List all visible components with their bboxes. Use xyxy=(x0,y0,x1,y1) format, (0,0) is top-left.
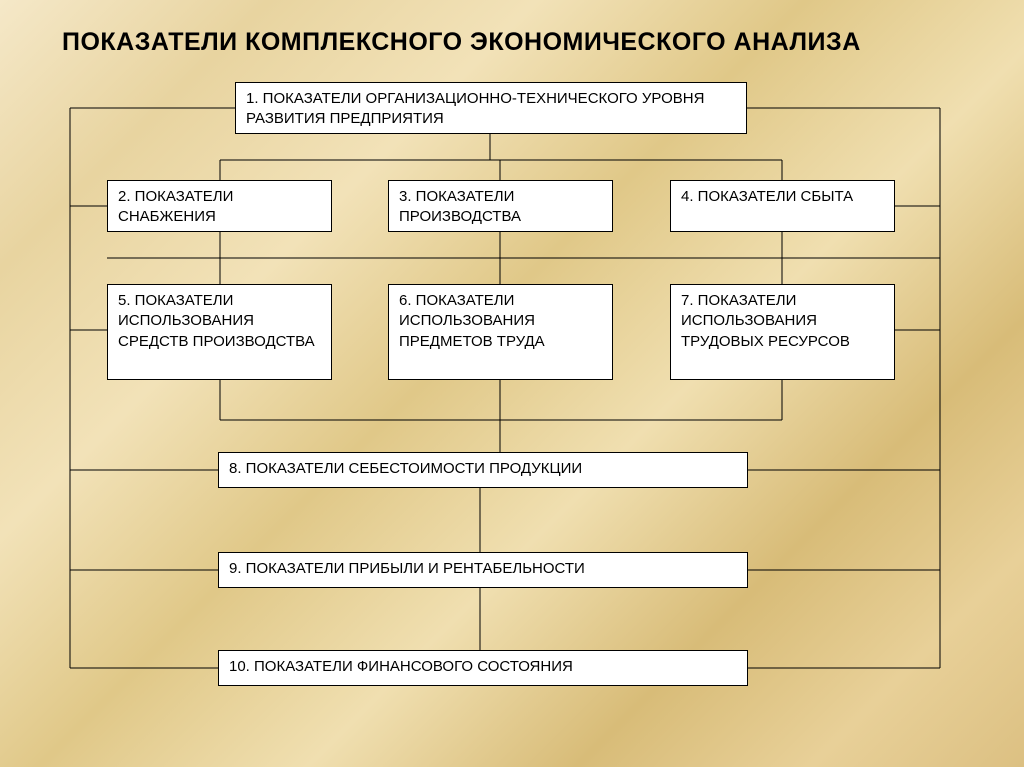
node-6: 6. ПОКАЗАТЕЛИ ИСПОЛЬЗОВАНИЯ ПРЕДМЕТОВ ТР… xyxy=(388,284,613,380)
diagram-title: ПОКАЗАТЕЛИ КОМПЛЕКСНОГО ЭКОНОМИЧЕСКОГО А… xyxy=(62,28,861,57)
node-9: 9. ПОКАЗАТЕЛИ ПРИБЫЛИ И РЕНТАБЕЛЬНОСТИ xyxy=(218,552,748,588)
node-1: 1. ПОКАЗАТЕЛИ ОРГАНИЗАЦИОННО-ТЕХНИЧЕСКОГ… xyxy=(235,82,747,134)
node-4: 4. ПОКАЗАТЕЛИ СБЫТА xyxy=(670,180,895,232)
node-5: 5. ПОКАЗАТЕЛИ ИСПОЛЬЗОВАНИЯ СРЕДСТВ ПРОИ… xyxy=(107,284,332,380)
node-7: 7. ПОКАЗАТЕЛИ ИСПОЛЬЗОВАНИЯ ТРУДОВЫХ РЕС… xyxy=(670,284,895,380)
node-8: 8. ПОКАЗАТЕЛИ СЕБЕСТОИМОСТИ ПРОДУКЦИИ xyxy=(218,452,748,488)
node-3: 3. ПОКАЗАТЕЛИ ПРОИЗВОДСТВА xyxy=(388,180,613,232)
node-10: 10. ПОКАЗАТЕЛИ ФИНАНСОВОГО СОСТОЯНИЯ xyxy=(218,650,748,686)
node-2: 2. ПОКАЗАТЕЛИ СНАБЖЕНИЯ xyxy=(107,180,332,232)
